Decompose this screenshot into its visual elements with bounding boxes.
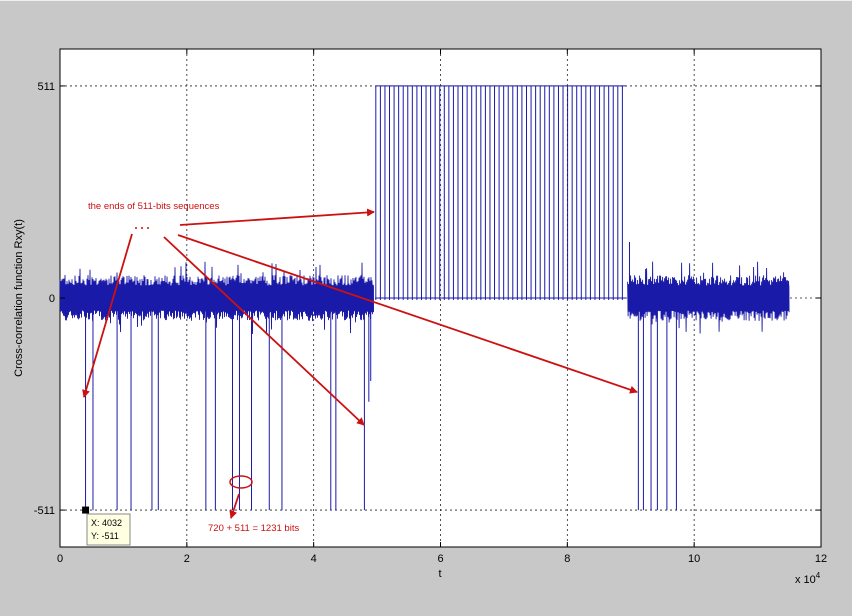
datatip-y-label: Y: -511 bbox=[91, 531, 119, 541]
x-tick-label: 2 bbox=[184, 553, 190, 565]
annotation-ellipse bbox=[229, 475, 253, 489]
annotation-arrow bbox=[163, 236, 365, 426]
annotation-arrow bbox=[82, 233, 133, 398]
ellipsis-dot bbox=[147, 227, 149, 229]
datatip-x-label: X: 4032 bbox=[91, 518, 122, 528]
y-tick-label: -511 bbox=[34, 505, 55, 517]
annotation-bits-text: 720 + 511 = 1231 bits bbox=[208, 523, 299, 534]
x-tick-label: 0 bbox=[57, 553, 63, 565]
x-tick-label: 12 bbox=[815, 553, 827, 565]
x-tick-label: 6 bbox=[437, 553, 443, 565]
x-axis-label: t bbox=[438, 568, 441, 580]
y-tick-label: 0 bbox=[49, 293, 55, 305]
annotation-layer bbox=[82, 208, 638, 519]
y-axis-label: Cross-correlation function Rxy(t) bbox=[13, 219, 25, 377]
annotation-ends-text: the ends of 511-bits sequences bbox=[88, 201, 220, 212]
ellipsis-dot bbox=[135, 227, 137, 229]
noise-band-core bbox=[60, 285, 374, 311]
axis-ticks: 0 2 4 6 8 10 12 -511 0 511 bbox=[34, 49, 827, 565]
datatip-marker bbox=[82, 506, 90, 514]
y-tick-label: 511 bbox=[37, 81, 55, 93]
annotation-arrow bbox=[229, 493, 240, 519]
signal-series bbox=[59, 85, 790, 511]
x-tick-label: 10 bbox=[688, 553, 700, 565]
x-tick-label: 8 bbox=[564, 553, 570, 565]
annotation-arrow bbox=[179, 208, 375, 226]
x-tick-label: 4 bbox=[311, 553, 317, 565]
datatip-box bbox=[86, 513, 131, 546]
annotation-arrow bbox=[177, 234, 638, 394]
datatip[interactable]: X: 4032 Y: -511 bbox=[86, 513, 131, 546]
noise-band-core bbox=[627, 285, 790, 311]
ellipsis-dot bbox=[141, 227, 143, 229]
x-exponent-label: x 104 bbox=[795, 571, 821, 586]
x-exponent-power: 4 bbox=[816, 571, 821, 580]
